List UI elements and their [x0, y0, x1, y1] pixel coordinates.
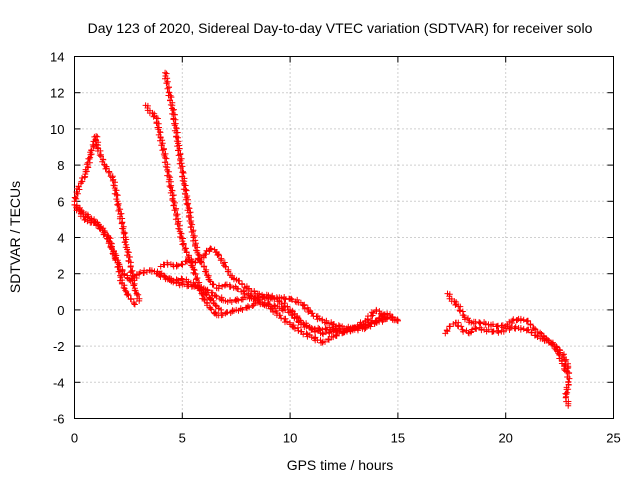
chart-title: Day 123 of 2020, Sidereal Day-to-day VTE… [88, 20, 593, 36]
y-tick-label: 8 [57, 158, 64, 173]
axis-ticks [74, 56, 614, 419]
x-tick-label: 0 [71, 431, 78, 446]
series-track-i [442, 319, 570, 375]
x-tick-label: 20 [498, 431, 512, 446]
y-tick-label: 0 [57, 303, 64, 318]
series-track-f [157, 245, 391, 332]
y-tick-labels: -6 -4 -2 0 2 4 6 8 10 12 14 [50, 50, 64, 427]
y-tick-label: 14 [50, 50, 64, 65]
x-tick-label: 15 [391, 431, 405, 446]
plus-markers [153, 270, 225, 313]
y-axis-label: SDTVAR / TECUs [7, 181, 23, 293]
series-track-c [71, 201, 138, 308]
y-tick-label: 6 [57, 194, 64, 209]
series-track-g [153, 270, 225, 313]
y-tick-label: -4 [53, 375, 65, 390]
x-tick-label: 5 [179, 431, 186, 446]
x-tick-labels: 0 5 10 15 20 25 [71, 431, 621, 446]
y-tick-label: -6 [53, 412, 65, 427]
y-tick-label: -2 [53, 339, 65, 354]
x-axis-label: GPS time / hours [287, 457, 394, 473]
y-tick-label: 10 [50, 122, 64, 137]
x-tick-label: 10 [283, 431, 297, 446]
y-tick-label: 4 [57, 231, 64, 246]
plus-markers [442, 319, 570, 375]
y-tick-label: 12 [50, 86, 64, 101]
plus-markers [157, 245, 391, 332]
data-series [71, 69, 573, 409]
y-tick-label: 2 [57, 267, 64, 282]
plus-markers [71, 201, 138, 308]
grid [74, 56, 614, 419]
x-tick-label: 25 [606, 431, 620, 446]
